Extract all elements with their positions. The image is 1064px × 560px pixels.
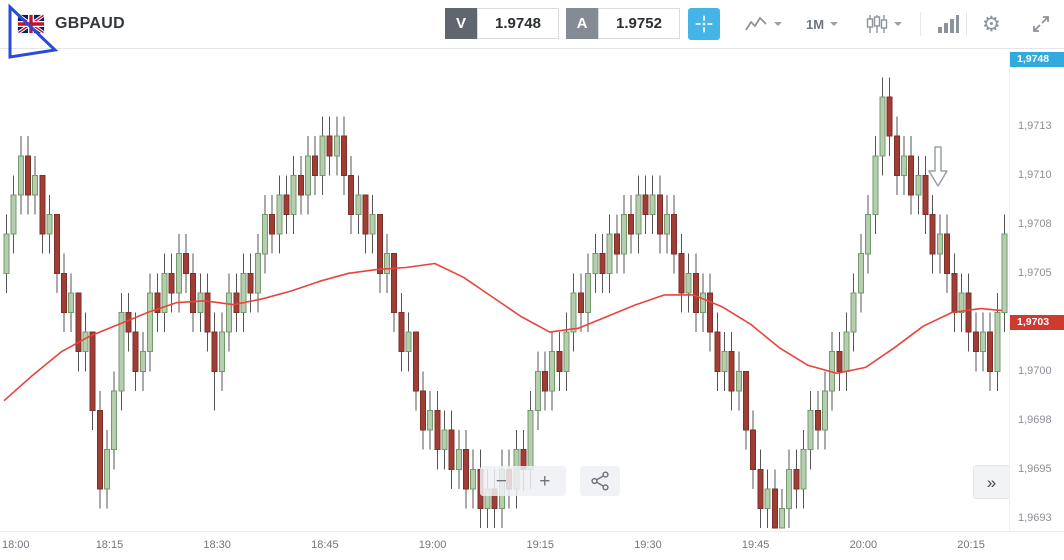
- line-chart-icon: [745, 16, 767, 31]
- settings-button[interactable]: ⚙: [978, 8, 1005, 40]
- time-axis[interactable]: 18:00 18:15 18:30 18:45 19:00 19:15 19:30 19:45…: [0, 531, 1064, 560]
- chevron-down-icon: [894, 22, 902, 26]
- price-axis[interactable]: 1,9713 1,9710 1,9708 1,9705 1,9700 1,9698 1,96…: [1009, 48, 1064, 532]
- share-button[interactable]: [580, 466, 620, 496]
- buy-price[interactable]: 1.9752: [598, 8, 680, 39]
- sell-button[interactable]: V: [445, 8, 477, 39]
- time-axis-label: 18:30: [203, 539, 231, 551]
- time-axis-label: 18:45: [311, 539, 339, 551]
- indicators-button[interactable]: [932, 8, 964, 40]
- time-axis-label: 19:15: [526, 539, 555, 551]
- price-axis-label: 1,9695: [1018, 462, 1052, 475]
- candle-style-dropdown[interactable]: [862, 8, 906, 40]
- timeframe-dropdown[interactable]: 1M: [802, 8, 842, 40]
- time-axis-label: 20:15: [957, 539, 985, 551]
- price-axis-label: 1,9700: [1018, 364, 1052, 377]
- time-axis-label: 18:15: [95, 539, 124, 551]
- chevron-down-icon: [774, 22, 782, 26]
- zoom-divider: [522, 471, 524, 491]
- price-axis-label: 1,9710: [1018, 168, 1052, 181]
- quote-panel: V 1.9748 A 1.9752: [445, 8, 680, 39]
- symbol-selector[interactable]: GBPAUD: [18, 0, 125, 48]
- share-icon: [591, 471, 609, 491]
- crosshair-button[interactable]: [688, 8, 720, 40]
- expand-button[interactable]: [1026, 8, 1056, 40]
- bid-price-label: 1,9748: [1010, 52, 1064, 67]
- zoom-controls: − +: [480, 466, 566, 496]
- zoom-in-button[interactable]: +: [524, 466, 567, 496]
- time-axis-label: 18:00: [2, 539, 30, 551]
- timeframe-label: 1M: [806, 16, 825, 32]
- time-axis-label: 19:45: [741, 539, 770, 551]
- toolbar: GBPAUD V 1.9748 A 1.9752 1: [0, 0, 1064, 49]
- chart-style-dropdown[interactable]: [740, 8, 786, 40]
- symbol-title: GBPAUD: [55, 15, 125, 32]
- time-axis-label: 19:30: [634, 539, 662, 551]
- crosshair-icon: [695, 15, 713, 33]
- indicators-icon: [938, 15, 959, 33]
- price-axis-label: 1,9693: [1018, 511, 1052, 524]
- candlestick-icon: [866, 15, 888, 33]
- expand-icon: [1033, 16, 1049, 32]
- gb-au-flag-icon: [18, 15, 44, 33]
- last-price-label: 1,9703: [1010, 314, 1064, 330]
- buy-button[interactable]: A: [566, 8, 598, 39]
- price-axis-label: 1,9708: [1018, 217, 1052, 230]
- zoom-out-button[interactable]: −: [480, 466, 523, 496]
- chevron-down-icon: [830, 22, 839, 26]
- sell-price[interactable]: 1.9748: [477, 8, 559, 39]
- toolbar-separator: [920, 12, 921, 36]
- price-axis-label: 1,9713: [1018, 119, 1052, 132]
- time-axis-label: 20:00: [849, 539, 878, 551]
- price-axis-label: 1,9705: [1018, 266, 1052, 279]
- candlestick-chart[interactable]: [0, 48, 1009, 532]
- chart-area[interactable]: − + »: [0, 48, 1009, 532]
- arrow-down-annotation[interactable]: [928, 146, 948, 188]
- gear-icon: ⚙: [982, 12, 1001, 36]
- time-axis-label: 19:00: [418, 539, 447, 551]
- price-axis-label: 1,9698: [1018, 413, 1052, 426]
- toolbar-separator: [966, 12, 967, 36]
- collapse-panel-button[interactable]: »: [973, 465, 1009, 499]
